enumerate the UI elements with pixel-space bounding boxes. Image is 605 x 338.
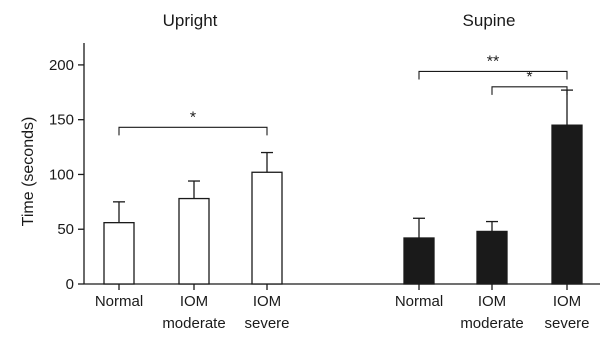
y-tick-label: 100 [49,166,74,183]
bar [103,222,135,285]
bar [551,124,583,285]
axes: 0 50 100 150 200 [49,43,600,293]
y-axis-title: Time (seconds) [20,117,37,227]
y-tick-label: 200 [49,57,74,74]
bar [251,171,283,285]
group-title: Upright [163,11,218,30]
significance-bracket [491,86,568,95]
bar [403,237,435,285]
bar [476,230,508,285]
x-category-label: severe [244,315,289,332]
group-title: Supine [463,11,516,30]
x-category-label: severe [544,315,589,332]
y-tick-label: 50 [57,221,74,238]
significance-label: ** [487,53,499,70]
x-category-label: moderate [460,315,523,332]
x-category-label: IOM [478,293,506,310]
x-category-label: IOM [253,293,281,310]
significance-label: * [526,69,532,86]
x-category-label: Normal [395,293,443,310]
x-category-label: Normal [95,293,143,310]
y-tick-label: 150 [49,112,74,129]
x-category-label: IOM [180,293,208,310]
significance-bracket [418,70,568,80]
significance-bracket [118,126,268,136]
x-category-label: IOM [553,293,581,310]
y-tick-label: 0 [66,276,74,293]
labels: Time (seconds) Upright Normal IOM moderate IO… [20,11,590,332]
bar [178,197,210,285]
bars [103,89,583,285]
x-category-label: moderate [162,315,225,332]
significance-label: * [190,109,196,126]
